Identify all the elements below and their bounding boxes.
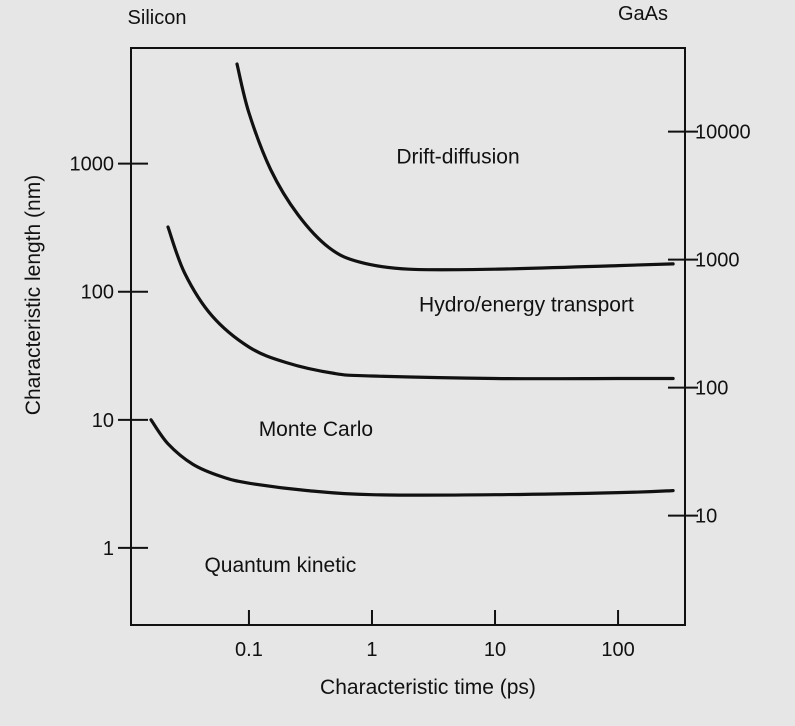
y-tick-label: 1000 [70, 154, 115, 176]
x-tick-label: 1 [366, 639, 377, 661]
boundary-curve-2 [166, 225, 675, 381]
y-axis-label: Characteristic length (nm) [22, 175, 45, 415]
right-y-tick-label: 10 [695, 506, 717, 528]
right-y-tick-label: 1000 [695, 250, 740, 272]
y-tick-label: 10 [92, 410, 114, 432]
x-tick-label: 100 [601, 639, 634, 661]
x-tick-label: 0.1 [235, 639, 263, 661]
right-axis-title: GaAs [618, 3, 668, 25]
right-y-tick-label: 100 [695, 378, 728, 400]
x-tick-label: 10 [484, 639, 506, 661]
y-tick-label: 100 [81, 282, 114, 304]
left-axis-title: Silicon [128, 7, 187, 29]
y-tick-label: 1 [103, 538, 114, 560]
region-labels: Drift-diffusion Hydro/energy transport Mon… [204, 146, 633, 577]
region-label: Monte Carlo [259, 418, 373, 441]
region-label: Quantum kinetic [204, 554, 356, 577]
region-label: Hydro/energy transport [419, 294, 634, 317]
boundary-curve-1 [235, 62, 675, 272]
right-y-tick-label: 10000 [695, 122, 751, 144]
region-label: Drift-diffusion [396, 146, 519, 169]
axes: 0.1 1 10 100 1 10 100 1000 10 100 1000 10000 [70, 47, 751, 661]
curves [149, 62, 675, 497]
boundary-curve-3 [149, 418, 675, 497]
x-axis-label: Characteristic time (ps) [320, 676, 536, 699]
